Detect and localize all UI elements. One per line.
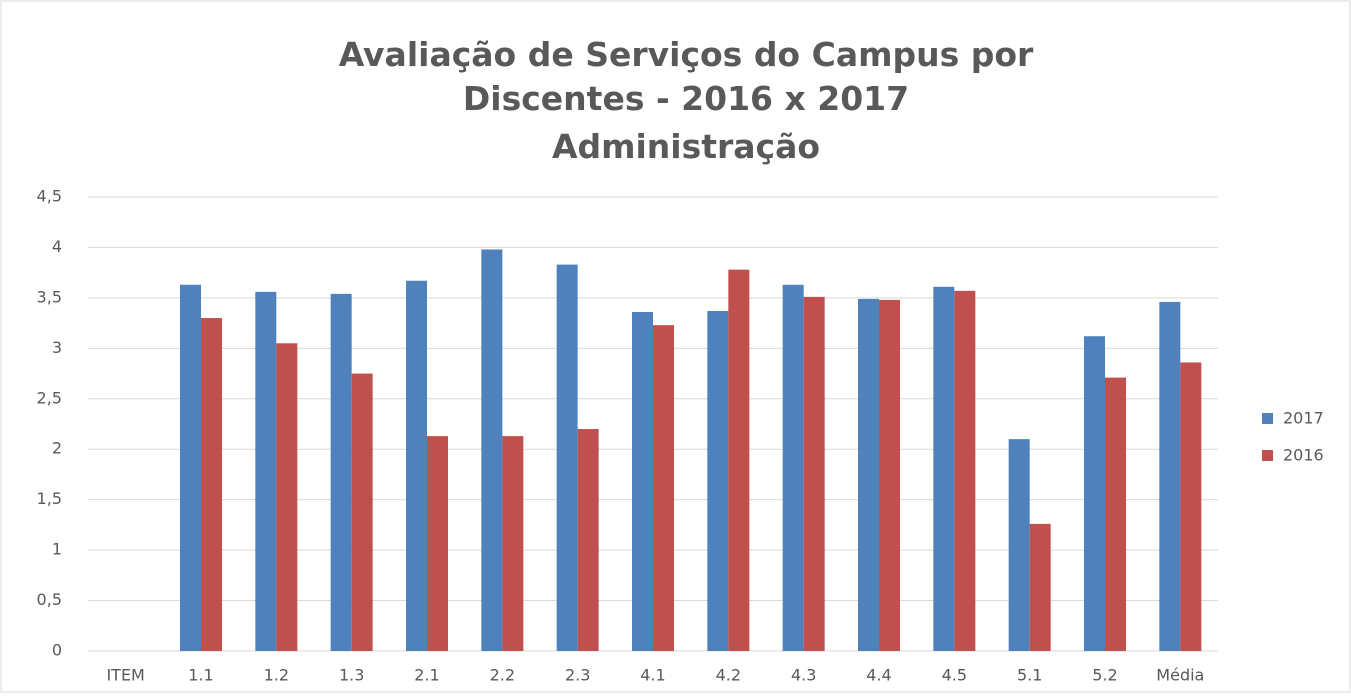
bar [1084,336,1105,651]
bar [276,343,298,651]
x-tick-label: 4.5 [942,666,967,685]
y-tick-label: 2,5 [37,388,62,407]
bar [803,296,825,651]
x-tick-label: Média [1156,666,1204,685]
legend-swatch [1262,450,1273,461]
x-tick-label: 2.2 [490,666,515,685]
x-tick-label: 1.1 [188,666,213,685]
y-tick-label: 3,5 [37,287,62,306]
chart-title: Discentes - 2016 x 2017 [463,79,909,118]
bar [502,436,524,651]
bar [1008,439,1030,651]
bar [1159,301,1181,651]
bar [707,311,729,651]
x-tick-label: 1.2 [264,666,289,685]
legend-swatch [1262,413,1273,424]
bar [255,291,277,651]
bar [577,429,599,651]
bar [1180,362,1202,651]
y-tick-label: 0 [52,641,62,660]
x-tick-label: 5.1 [1017,666,1042,685]
bar [201,318,222,651]
y-tick-label: 2 [52,439,62,458]
x-tick-label: 4.4 [866,666,891,685]
chart-title: Administração [552,127,820,166]
bar [330,293,352,651]
x-tick-label: 1.3 [339,666,364,685]
y-tick-label: 1 [52,540,62,559]
x-tick-label: 5.2 [1092,666,1117,685]
bar [351,373,373,651]
bar [1105,377,1126,651]
x-tick-label: 2.1 [414,666,439,685]
bar [180,284,201,651]
x-tick-label: 4.2 [716,666,741,685]
bar [1029,523,1051,651]
bar [728,269,750,651]
bar [933,286,955,651]
y-tick-label: 4,5 [37,187,62,206]
bar [406,280,427,651]
y-tick-label: 1,5 [37,489,62,508]
bar [782,284,804,651]
x-tick-label: 4.3 [791,666,816,685]
bar [427,436,448,651]
bar [954,290,976,651]
bar [858,298,879,651]
y-tick-label: 3 [52,338,62,357]
legend-label: 2016 [1283,446,1324,465]
bar [879,299,900,651]
bar [481,249,503,651]
chart-title: Avaliação de Serviços do Campus por [339,35,1034,74]
bar [632,312,653,651]
bar [556,264,578,651]
bar [653,325,674,651]
legend-label: 2017 [1283,409,1324,428]
x-tick-label: ITEM [106,666,144,685]
x-tick-label: 4.1 [640,666,665,685]
y-tick-label: 0,5 [37,590,62,609]
y-tick-label: 4 [52,237,62,256]
x-tick-label: 2.3 [565,666,590,685]
